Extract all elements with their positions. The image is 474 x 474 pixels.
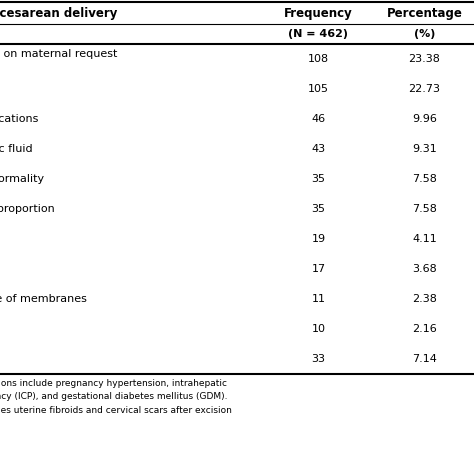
Text: 105: 105 [308, 84, 329, 94]
Text: 11: 11 [311, 294, 326, 304]
Text: 35: 35 [311, 174, 326, 184]
Text: Premature rupture of membranes: Premature rupture of membranes [0, 294, 87, 304]
Text: Percentage: Percentage [387, 7, 463, 19]
Text: 3.68: 3.68 [412, 264, 437, 274]
Text: 4.11: 4.11 [412, 234, 437, 244]
Text: 19: 19 [311, 234, 326, 244]
Text: (%): (%) [414, 29, 435, 39]
Text: Frequency: Frequency [284, 7, 353, 19]
Text: *Pregnancy complications include pregnancy hypertension, intrahepatic: *Pregnancy complications include pregnan… [0, 379, 227, 388]
Text: 22.73: 22.73 [409, 84, 440, 94]
Text: (N = 462): (N = 462) [289, 29, 348, 39]
Text: 46: 46 [311, 114, 326, 124]
Text: 7.58: 7.58 [412, 174, 437, 184]
Text: 23.38: 23.38 [409, 54, 440, 64]
Text: 7.14: 7.14 [412, 354, 437, 364]
Text: 35: 35 [311, 204, 326, 214]
Text: cholestasis of pregnancy (ICP), and gestational diabetes mellitus (GDM).: cholestasis of pregnancy (ICP), and gest… [0, 392, 228, 401]
Text: 9.31: 9.31 [412, 144, 437, 154]
Text: 43: 43 [311, 144, 326, 154]
Text: 9.96: 9.96 [412, 114, 437, 124]
Text: 17: 17 [311, 264, 326, 274]
Text: Pregnancy complications: Pregnancy complications [0, 114, 38, 124]
Text: †Scarred uterus includes uterine fibroids and cervical scars after excision: †Scarred uterus includes uterine fibroid… [0, 405, 232, 414]
Text: 2.16: 2.16 [412, 324, 437, 334]
Text: Abnormal amniotic fluid: Abnormal amniotic fluid [0, 144, 33, 154]
Text: 33: 33 [311, 354, 326, 364]
Text: 10: 10 [311, 324, 326, 334]
Text: Cesarean delivery on maternal request: Cesarean delivery on maternal request [0, 49, 118, 59]
Text: 108: 108 [308, 54, 329, 64]
Text: Indications for cesarean delivery: Indications for cesarean delivery [0, 7, 118, 19]
Text: Fetal position abnormality: Fetal position abnormality [0, 174, 44, 184]
Text: 2.38: 2.38 [412, 294, 437, 304]
Text: 7.58: 7.58 [412, 204, 437, 214]
Text: Cephalopelvic disproportion: Cephalopelvic disproportion [0, 204, 55, 214]
